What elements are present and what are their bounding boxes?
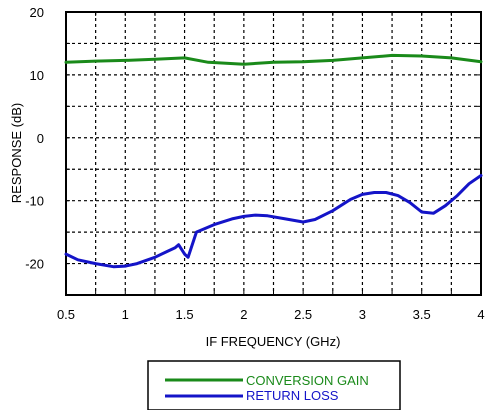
series-lines [64,53,483,269]
legend: CONVERSION GAIN RETURN LOSS [147,360,401,410]
y-tick-label: 10 [30,68,44,83]
x-tick-label: 0.5 [57,307,75,322]
y-tick-label: -10 [25,194,44,209]
legend-label-return-loss: RETURN LOSS [246,388,339,403]
series-line-conversion-gain [64,53,483,66]
legend-label-conversion-gain: CONVERSION GAIN [246,373,369,388]
grid [66,12,481,295]
y-tick-label: 0 [37,131,44,146]
x-tick-label: 4 [477,307,484,322]
series-line-return-loss [64,174,483,269]
x-tick-label: 2 [240,307,247,322]
y-tick-label: -20 [25,257,44,272]
x-tick-label: 1 [122,307,129,322]
x-axis-label: IF FREQUENCY (GHz) [206,334,341,349]
y-axis-label: RESPONSE (dB) [9,103,24,203]
x-tick-label: 3 [359,307,366,322]
x-tick-label: 3.5 [413,307,431,322]
x-tick-label: 2.5 [294,307,312,322]
y-tick-labels: 20 10 0 -10 -20 [25,5,44,272]
y-tick-label: 20 [30,5,44,20]
x-tick-labels: 0.5 1 1.5 2 2.5 3 3.5 4 [57,307,485,322]
x-tick-label: 1.5 [176,307,194,322]
legend-box [147,360,401,410]
tick-marks [65,11,482,296]
